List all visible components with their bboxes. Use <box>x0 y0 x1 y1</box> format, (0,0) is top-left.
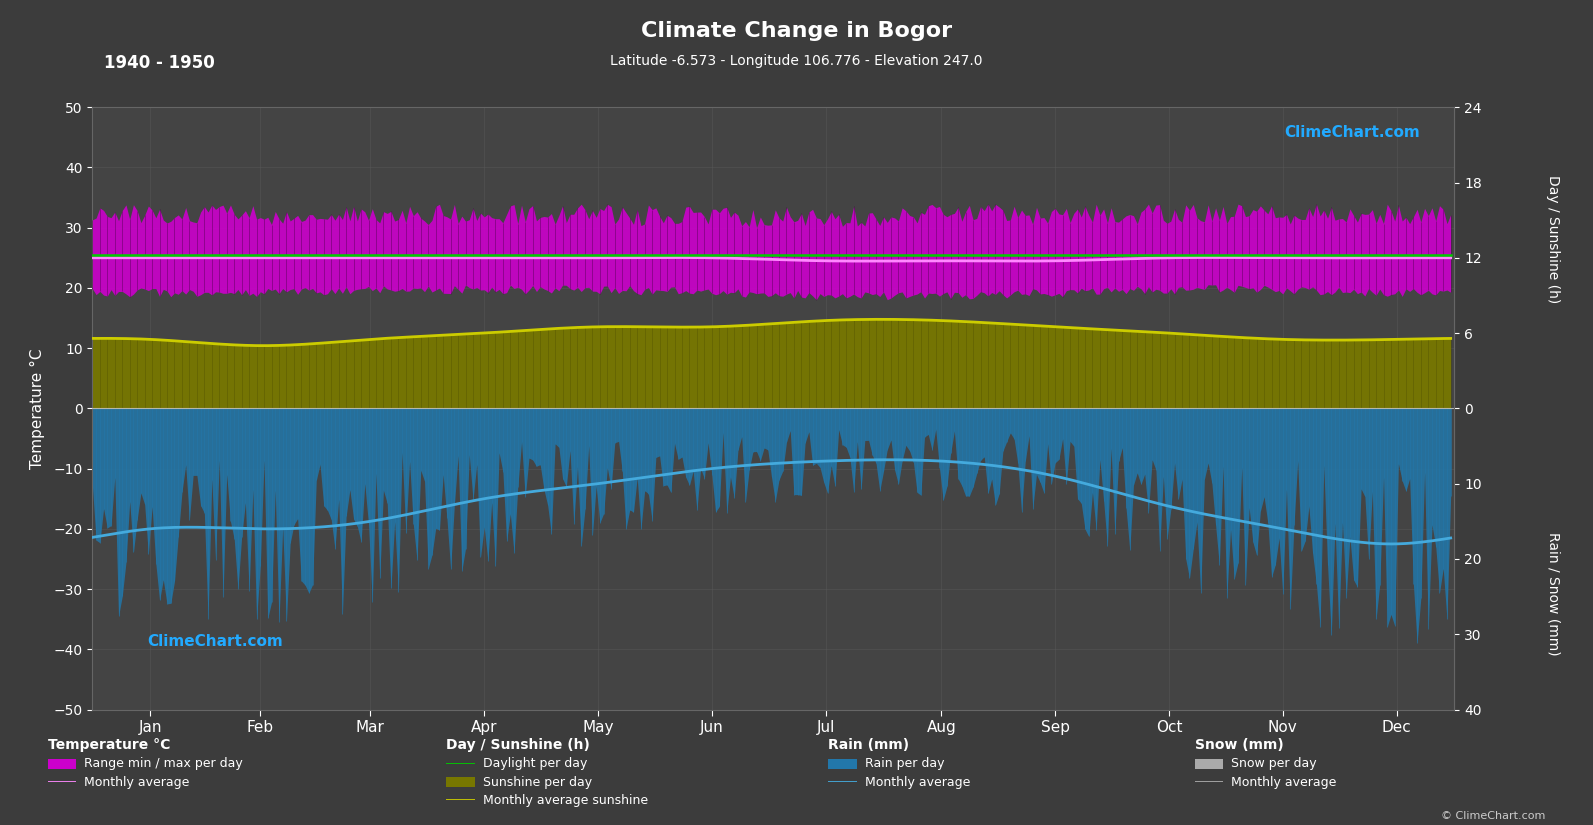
Text: Snow (mm): Snow (mm) <box>1195 738 1284 752</box>
Text: Monthly average: Monthly average <box>84 776 190 789</box>
Text: Rain per day: Rain per day <box>865 757 945 771</box>
Text: Rain (mm): Rain (mm) <box>828 738 910 752</box>
Text: Day / Sunshine (h): Day / Sunshine (h) <box>446 738 589 752</box>
Text: Latitude -6.573 - Longitude 106.776 - Elevation 247.0: Latitude -6.573 - Longitude 106.776 - El… <box>610 54 983 68</box>
Text: ClimeChart.com: ClimeChart.com <box>1284 125 1421 140</box>
Text: Sunshine per day: Sunshine per day <box>483 776 593 789</box>
Text: Climate Change in Bogor: Climate Change in Bogor <box>640 21 953 40</box>
Y-axis label: Temperature °C: Temperature °C <box>30 348 45 469</box>
Text: Daylight per day: Daylight per day <box>483 757 588 771</box>
Text: ClimeChart.com: ClimeChart.com <box>147 634 282 649</box>
Text: Rain / Snow (mm): Rain / Snow (mm) <box>1547 532 1560 656</box>
Text: Monthly average: Monthly average <box>1231 776 1337 789</box>
Text: Day / Sunshine (h): Day / Sunshine (h) <box>1547 175 1560 304</box>
Text: Range min / max per day: Range min / max per day <box>84 757 244 771</box>
Text: Monthly average: Monthly average <box>865 776 970 789</box>
Text: 1940 - 1950: 1940 - 1950 <box>104 54 215 72</box>
Text: Snow per day: Snow per day <box>1231 757 1317 771</box>
Text: Temperature °C: Temperature °C <box>48 738 170 752</box>
Text: © ClimeChart.com: © ClimeChart.com <box>1440 811 1545 821</box>
Text: Monthly average sunshine: Monthly average sunshine <box>483 794 648 807</box>
